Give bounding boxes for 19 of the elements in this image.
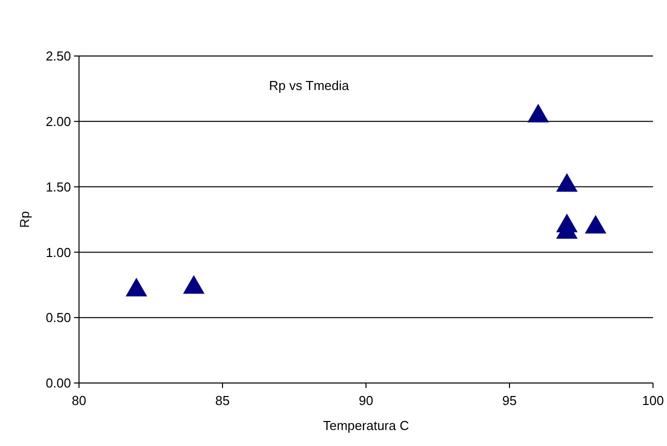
y-tick-label: 0.00 bbox=[46, 376, 71, 391]
x-tick-label: 90 bbox=[358, 393, 374, 408]
y-axis-title: Rp bbox=[17, 211, 32, 228]
x-axis-title: Temperatura C bbox=[323, 418, 409, 433]
point bbox=[584, 214, 606, 234]
y-tick-label: 0.50 bbox=[46, 310, 71, 326]
y-tick-label: 1.50 bbox=[46, 179, 71, 194]
x-tick-label: 95 bbox=[502, 393, 517, 408]
x-tick-label: 80 bbox=[72, 393, 86, 408]
x-tick-label: 100 bbox=[642, 393, 664, 408]
point bbox=[126, 278, 148, 296]
x-tick-label: 85 bbox=[215, 393, 230, 408]
y-tick-label: 2.00 bbox=[46, 114, 71, 129]
text: Rp vs Tmedia bbox=[269, 78, 350, 93]
point bbox=[527, 104, 549, 122]
y-tick-label: 2.50 bbox=[46, 48, 71, 64]
y-tick-label: 1.00 bbox=[46, 244, 71, 260]
point bbox=[556, 173, 578, 192]
point bbox=[183, 275, 205, 294]
